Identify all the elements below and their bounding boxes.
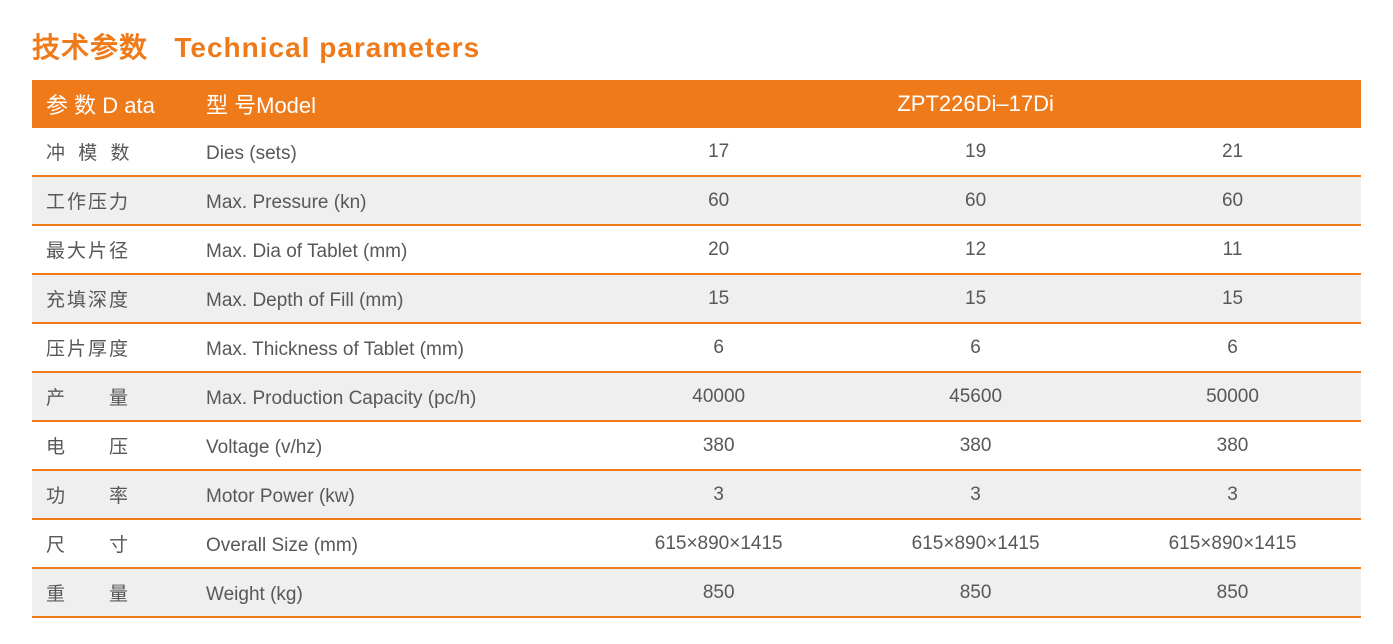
table-row: 压片厚度Max. Thickness of Tablet (mm)666	[32, 323, 1361, 372]
table-row: 功 率Motor Power (kw)333	[32, 470, 1361, 519]
row-label: 重 量Weight (kg)	[32, 568, 590, 617]
header-data-label: 参 数 D ata	[46, 88, 206, 120]
row-value: 60	[1104, 176, 1361, 225]
row-label: 功 率Motor Power (kw)	[32, 470, 590, 519]
row-value: 45600	[847, 372, 1104, 421]
row-label-en: Overall Size (mm)	[206, 535, 576, 557]
row-value: 21	[1104, 128, 1361, 176]
row-label-en: Max. Dia of Tablet (mm)	[206, 241, 576, 263]
row-value: 850	[590, 568, 847, 617]
row-label-cn: 功 率	[46, 481, 206, 508]
row-label-en: Max. Depth of Fill (mm)	[206, 290, 576, 312]
row-value: 12	[847, 225, 1104, 274]
row-label-en: Max. Production Capacity (pc/h)	[206, 388, 576, 410]
row-value: 380	[1104, 421, 1361, 470]
row-label: 最大片径Max. Dia of Tablet (mm)	[32, 225, 590, 274]
row-label-cn: 充填深度	[46, 285, 206, 312]
row-value: 19	[847, 128, 1104, 176]
row-value: 615×890×1415	[847, 519, 1104, 568]
row-value: 60	[847, 176, 1104, 225]
title-cn: 技术参数	[32, 32, 148, 63]
page-title: 技术参数 Technical parameters	[32, 26, 1361, 66]
table-row: 最大片径Max. Dia of Tablet (mm)201211	[32, 225, 1361, 274]
row-value: 17	[590, 128, 847, 176]
row-label: 充填深度Max. Depth of Fill (mm)	[32, 274, 590, 323]
row-value: 40000	[590, 372, 847, 421]
row-value: 615×890×1415	[590, 519, 847, 568]
row-label-cn: 电 压	[46, 432, 206, 459]
table-row: 工作压力Max. Pressure (kn)606060	[32, 176, 1361, 225]
spec-table: 参 数 D ata 型 号Model ZPT226Di–17Di 冲 模 数Di…	[32, 80, 1361, 618]
row-label: 工作压力Max. Pressure (kn)	[32, 176, 590, 225]
row-value: 20	[590, 225, 847, 274]
row-value: 15	[1104, 274, 1361, 323]
table-row: 尺 寸Overall Size (mm)615×890×1415615×890×…	[32, 519, 1361, 568]
row-label-cn: 尺 寸	[46, 530, 206, 557]
row-value: 60	[590, 176, 847, 225]
row-value: 11	[1104, 225, 1361, 274]
row-label: 尺 寸Overall Size (mm)	[32, 519, 590, 568]
row-value: 15	[847, 274, 1104, 323]
row-value: 3	[847, 470, 1104, 519]
row-value: 850	[847, 568, 1104, 617]
row-label: 产 量Max. Production Capacity (pc/h)	[32, 372, 590, 421]
row-value: 6	[847, 323, 1104, 372]
row-value: 3	[590, 470, 847, 519]
table-row: 电 压Voltage (v/hz)380380380	[32, 421, 1361, 470]
row-value: 3	[1104, 470, 1361, 519]
header-model-label: 型 号Model	[206, 88, 316, 120]
row-label-en: Weight (kg)	[206, 584, 576, 606]
header-model-value: ZPT226Di–17Di	[590, 80, 1361, 128]
row-value: 6	[590, 323, 847, 372]
row-value: 850	[1104, 568, 1361, 617]
row-value: 380	[847, 421, 1104, 470]
table-header-row: 参 数 D ata 型 号Model ZPT226Di–17Di	[32, 80, 1361, 128]
row-label-en: Max. Thickness of Tablet (mm)	[206, 339, 576, 361]
row-value: 50000	[1104, 372, 1361, 421]
row-label-en: Voltage (v/hz)	[206, 437, 576, 459]
row-label-cn: 重 量	[46, 579, 206, 606]
row-label-cn: 冲 模 数	[46, 138, 206, 165]
row-label: 冲 模 数Dies (sets)	[32, 128, 590, 176]
row-value: 615×890×1415	[1104, 519, 1361, 568]
row-label: 电 压Voltage (v/hz)	[32, 421, 590, 470]
row-label-cn: 最大片径	[46, 236, 206, 263]
header-left: 参 数 D ata 型 号Model	[32, 80, 590, 128]
row-value: 380	[590, 421, 847, 470]
row-label-cn: 压片厚度	[46, 334, 206, 361]
row-label-cn: 工作压力	[46, 187, 206, 214]
row-value: 6	[1104, 323, 1361, 372]
row-label: 压片厚度Max. Thickness of Tablet (mm)	[32, 323, 590, 372]
row-label-en: Motor Power (kw)	[206, 486, 576, 508]
table-row: 产 量Max. Production Capacity (pc/h)400004…	[32, 372, 1361, 421]
row-label-en: Max. Pressure (kn)	[206, 192, 576, 214]
row-label-cn: 产 量	[46, 383, 206, 410]
row-label-en: Dies (sets)	[206, 143, 576, 165]
table-row: 重 量Weight (kg)850850850	[32, 568, 1361, 617]
table-row: 冲 模 数Dies (sets)171921	[32, 128, 1361, 176]
title-en: Technical parameters	[174, 32, 480, 63]
row-value: 15	[590, 274, 847, 323]
table-row: 充填深度Max. Depth of Fill (mm)151515	[32, 274, 1361, 323]
